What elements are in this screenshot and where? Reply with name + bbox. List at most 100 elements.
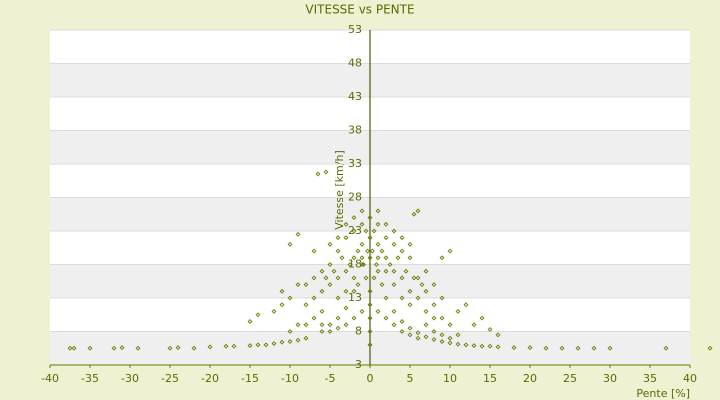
point (247, 319, 253, 324)
point (369, 248, 375, 254)
point (351, 255, 357, 261)
point (407, 325, 413, 331)
point (319, 329, 325, 334)
point (431, 315, 437, 321)
point (255, 342, 261, 348)
point (387, 262, 393, 267)
point (367, 302, 373, 308)
point (559, 345, 565, 351)
point (343, 235, 349, 241)
point (323, 169, 329, 175)
point (335, 275, 341, 281)
y-tick-label: 8 (355, 325, 362, 338)
point (383, 255, 389, 261)
point (279, 339, 285, 345)
y-tick-label: 48 (348, 57, 362, 70)
point (247, 343, 253, 349)
point (391, 228, 397, 234)
point (355, 282, 361, 288)
point (135, 345, 141, 351)
point (375, 308, 381, 314)
point (359, 308, 365, 314)
point (303, 302, 309, 308)
point (411, 211, 417, 217)
point (423, 334, 429, 340)
point (407, 302, 413, 308)
point (335, 295, 341, 301)
point (707, 345, 713, 351)
point (339, 255, 345, 261)
point (399, 329, 405, 334)
point (399, 319, 405, 324)
point (423, 268, 429, 274)
point (295, 322, 301, 328)
x-tick-label: 5 (407, 372, 414, 385)
point (311, 248, 317, 254)
point (543, 345, 549, 351)
point (383, 268, 389, 274)
point (371, 275, 377, 281)
point (343, 322, 349, 328)
point (327, 241, 333, 247)
point (335, 248, 341, 254)
x-tick-label: -15 (241, 372, 259, 385)
point (319, 268, 325, 274)
point (399, 295, 405, 301)
x-tick-label: 40 (683, 372, 697, 385)
point (295, 337, 301, 343)
point (111, 345, 117, 351)
x-tick-label: -30 (121, 372, 139, 385)
point (351, 228, 357, 234)
point (371, 228, 377, 234)
point (343, 288, 349, 294)
point (207, 344, 213, 350)
point (295, 282, 301, 288)
point (415, 330, 421, 336)
point (407, 255, 413, 261)
y-tick-label: 13 (348, 291, 362, 304)
point (311, 295, 317, 301)
point (87, 345, 93, 351)
point (367, 329, 373, 334)
point (361, 262, 367, 267)
point (303, 322, 309, 328)
x-tick-label: 20 (523, 372, 537, 385)
point (487, 327, 493, 332)
point (319, 322, 325, 328)
point (431, 282, 437, 288)
point (367, 215, 373, 221)
point (287, 339, 293, 344)
point (479, 343, 485, 349)
x-tick-label: -40 (41, 372, 59, 385)
point (375, 208, 381, 214)
point (375, 268, 381, 274)
point (279, 302, 285, 308)
point (355, 248, 361, 254)
x-tick-label: -35 (81, 372, 99, 385)
point (407, 241, 413, 247)
point (367, 235, 373, 241)
point (495, 344, 501, 350)
point (263, 342, 269, 348)
point (327, 282, 333, 288)
point (343, 268, 349, 274)
y-tick-label: 33 (348, 157, 362, 170)
point (411, 275, 417, 281)
point (271, 341, 277, 346)
point (463, 342, 469, 348)
point (395, 255, 401, 261)
point (359, 208, 365, 214)
x-axis-label: Pente [%] (636, 387, 690, 400)
point (375, 255, 381, 261)
point (423, 322, 429, 328)
x-tick-label: -20 (201, 372, 219, 385)
point (391, 241, 397, 247)
point (351, 315, 357, 321)
point (373, 262, 379, 267)
point (403, 268, 409, 274)
point (407, 332, 413, 338)
y-axis-label: Vitesse [km/h] (333, 150, 346, 230)
point (575, 345, 581, 351)
point (303, 282, 309, 288)
point (447, 340, 453, 346)
